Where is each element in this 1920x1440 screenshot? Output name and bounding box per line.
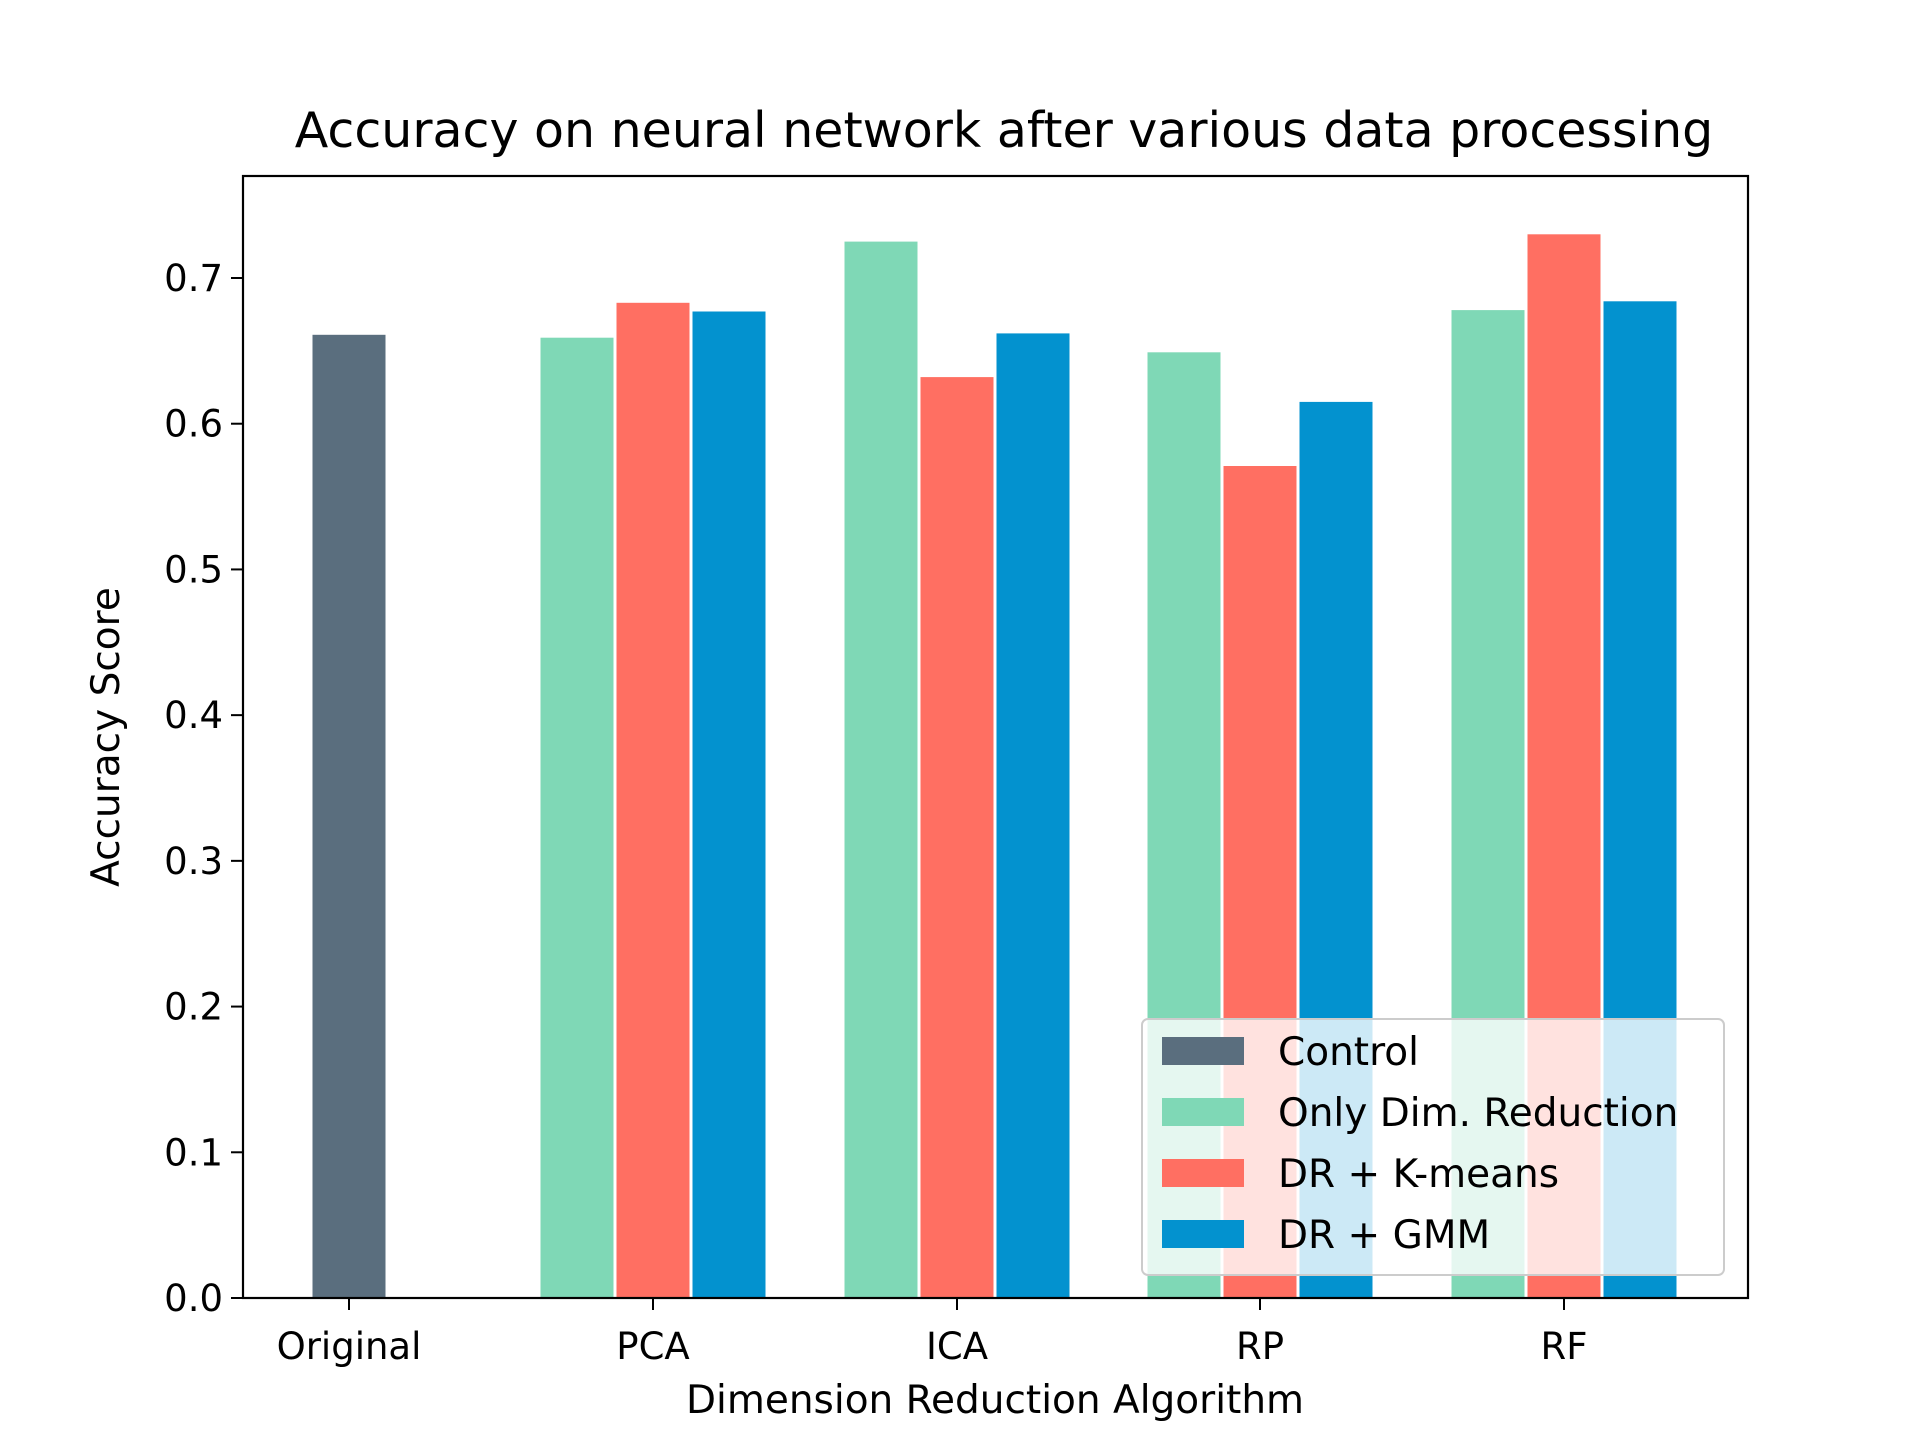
bar-pca-dr-k-means <box>616 302 690 1298</box>
y-tick-label: 0.3 <box>164 840 223 883</box>
legend-frame <box>1141 1018 1725 1276</box>
legend-label: Control <box>1278 1030 1419 1075</box>
legend-swatch <box>1162 1220 1244 1248</box>
x-tick-label: RF <box>1541 1325 1588 1368</box>
y-tick-label: 0.0 <box>164 1277 223 1320</box>
legend: Control Only Dim. Reduction DR + K-means DR… <box>1141 1018 1725 1276</box>
y-axis-label: Accuracy Score <box>84 587 129 887</box>
x-tick-label: PCA <box>616 1325 689 1368</box>
legend-label: Only Dim. Reduction <box>1278 1091 1678 1136</box>
bar-ica-only-dim-reduction <box>844 241 918 1299</box>
bar-original-control <box>312 334 386 1298</box>
legend-label: DR + K-means <box>1278 1152 1559 1197</box>
y-tick-label: 0.5 <box>164 548 223 591</box>
x-tick-label: RP <box>1236 1325 1284 1368</box>
y-tick-label: 0.7 <box>164 257 223 300</box>
x-tick-label: ICA <box>926 1325 988 1368</box>
plot-frame <box>241 174 1750 1300</box>
bar-pca-dr-gmm <box>692 311 766 1298</box>
bar-ica-dr-gmm <box>996 333 1070 1298</box>
bar-ica-dr-k-means <box>920 377 994 1299</box>
legend-label: DR + GMM <box>1278 1213 1490 1258</box>
x-axis-label: Dimension Reduction Algorithm <box>686 1378 1304 1423</box>
x-axis: Original PCA ICA RP RF <box>277 1298 1588 1368</box>
x-tick-label: Original <box>277 1325 422 1368</box>
legend-swatch <box>1162 1037 1244 1065</box>
y-tick-label: 0.4 <box>164 694 223 737</box>
chart-title: Accuracy on neural network after various… <box>295 102 1714 159</box>
y-tick-label: 0.6 <box>164 403 223 446</box>
legend-swatch <box>1162 1159 1244 1187</box>
legend-swatch <box>1162 1098 1244 1126</box>
y-tick-label: 0.2 <box>164 986 223 1029</box>
y-axis: 0.0 0.1 0.2 0.3 0.4 0.5 0.6 0.7 <box>164 257 243 1320</box>
bar-pca-only-dim-reduction <box>540 337 614 1298</box>
y-tick-label: 0.1 <box>164 1131 223 1174</box>
